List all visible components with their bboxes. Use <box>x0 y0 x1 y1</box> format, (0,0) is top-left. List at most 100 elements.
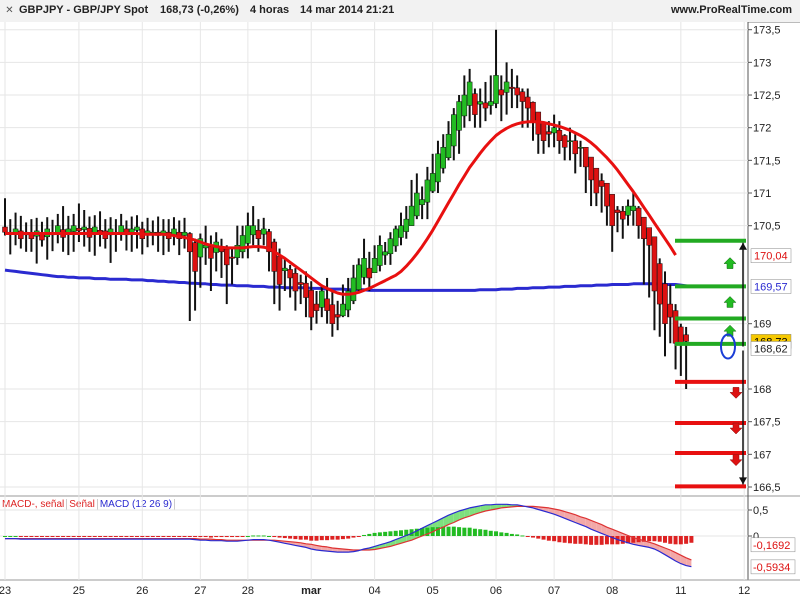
legend-heikin-ashi[interactable]: Heikin-Ashi <box>0 22 56 33</box>
candle-body <box>630 205 637 211</box>
macd-fill <box>496 504 502 509</box>
macd-histogram-bar <box>546 536 551 541</box>
legend-mm20[interactable]: MM (Simple 20) <box>61 22 138 33</box>
candle-body <box>39 233 45 241</box>
macd-histogram-bar <box>34 536 39 537</box>
macd-fill <box>406 533 412 542</box>
candle-body <box>287 269 293 279</box>
macd-fill <box>633 537 639 546</box>
macd-histogram-bar <box>18 536 23 537</box>
macd-fill <box>142 538 148 540</box>
macd-fill <box>554 508 560 517</box>
candle <box>7 219 14 255</box>
close-icon[interactable]: ✕ <box>5 5 14 16</box>
macd-fill <box>453 511 460 523</box>
candle-body <box>123 228 130 236</box>
macd-fill <box>274 540 280 543</box>
candle-body <box>583 147 589 168</box>
macd-histogram-bar <box>367 533 372 536</box>
macd-histogram-bar <box>567 536 572 544</box>
candle <box>387 232 394 265</box>
macd-fill <box>221 539 227 542</box>
candle-body <box>662 283 668 324</box>
candle-body <box>23 231 29 236</box>
macd-fill <box>110 538 116 540</box>
macd-histogram-bar <box>536 536 541 539</box>
candle <box>656 258 663 337</box>
macd-histogram-bar <box>362 534 367 536</box>
candle <box>361 238 367 285</box>
macd-fill <box>622 533 629 543</box>
candle-body <box>128 228 135 233</box>
macd-fill <box>52 538 58 540</box>
macd-fill <box>654 543 660 552</box>
macd-fill <box>612 529 618 540</box>
macd-histogram-bar <box>82 536 87 537</box>
candle-body <box>297 282 304 285</box>
candle <box>2 198 8 236</box>
macd-fill <box>686 557 692 567</box>
candle <box>86 216 93 252</box>
candle <box>672 304 679 370</box>
candle-body <box>366 267 373 279</box>
legend-signal[interactable]: Señal <box>67 499 98 510</box>
macd-histogram-bar <box>631 536 636 543</box>
macd-histogram-bar <box>462 527 467 536</box>
y-tick-label: 171,5 <box>753 155 781 167</box>
macd-histogram-bar <box>557 536 562 543</box>
candle-body <box>308 290 314 318</box>
legend-macd[interactable]: MACD (12 26 9) <box>97 499 176 510</box>
macd-fill <box>585 518 592 530</box>
macd-histogram-bar <box>113 536 118 537</box>
macd-histogram-bar <box>156 536 161 537</box>
y-tick-label: 173 <box>753 57 771 69</box>
macd-fill <box>485 504 491 512</box>
candle-body <box>70 225 77 232</box>
legend-macd-signal[interactable]: MACD-, señal <box>0 499 68 510</box>
macd-legend: MACD-, señal Señal MACD (12 26 9) <box>0 499 176 510</box>
macd-fill <box>158 538 164 540</box>
legend-mm200[interactable]: MM (Simple 200) <box>143 22 225 33</box>
candle <box>245 212 251 259</box>
candle-body <box>118 225 124 234</box>
macd-histogram-bar <box>303 536 308 540</box>
candle <box>477 88 483 128</box>
candle <box>403 206 410 239</box>
macd-histogram-bar <box>29 536 34 537</box>
candle <box>567 127 573 161</box>
macd-fill <box>242 540 248 541</box>
candle <box>546 121 552 148</box>
candle <box>630 193 637 226</box>
candle <box>171 217 177 246</box>
macd-fill <box>670 550 676 561</box>
macd-histogram-bar <box>187 536 192 537</box>
macd-histogram-bar <box>208 536 213 538</box>
candle-body <box>456 101 462 131</box>
candle-body <box>561 135 568 148</box>
macd-fill <box>279 540 285 544</box>
macd-fill <box>115 538 122 540</box>
candle-body <box>620 211 626 220</box>
x-tick-label: 26 <box>136 585 148 597</box>
timeframe[interactable]: 4 horas <box>250 4 290 16</box>
macd-histogram-bar <box>684 536 689 544</box>
macd-histogram-bar <box>689 536 694 543</box>
macd-histogram-bar <box>161 536 166 537</box>
macd-histogram-bar <box>182 536 187 537</box>
macd-fill <box>559 510 565 519</box>
macd-fill <box>374 544 380 550</box>
macd-fill <box>379 543 386 549</box>
macd-histogram-bar <box>409 529 414 536</box>
macd-histogram-bar <box>135 536 139 537</box>
macd-fill <box>437 517 444 530</box>
macd-fill <box>237 540 243 542</box>
macd-fill <box>168 538 174 540</box>
macd-fill <box>395 537 401 545</box>
macd-histogram-bar <box>256 535 261 537</box>
candle <box>350 264 357 305</box>
site-url[interactable]: www.ProRealTime.com <box>670 4 792 16</box>
candle-body <box>181 231 188 236</box>
candle <box>60 206 66 252</box>
down-arrow-head <box>739 477 747 485</box>
